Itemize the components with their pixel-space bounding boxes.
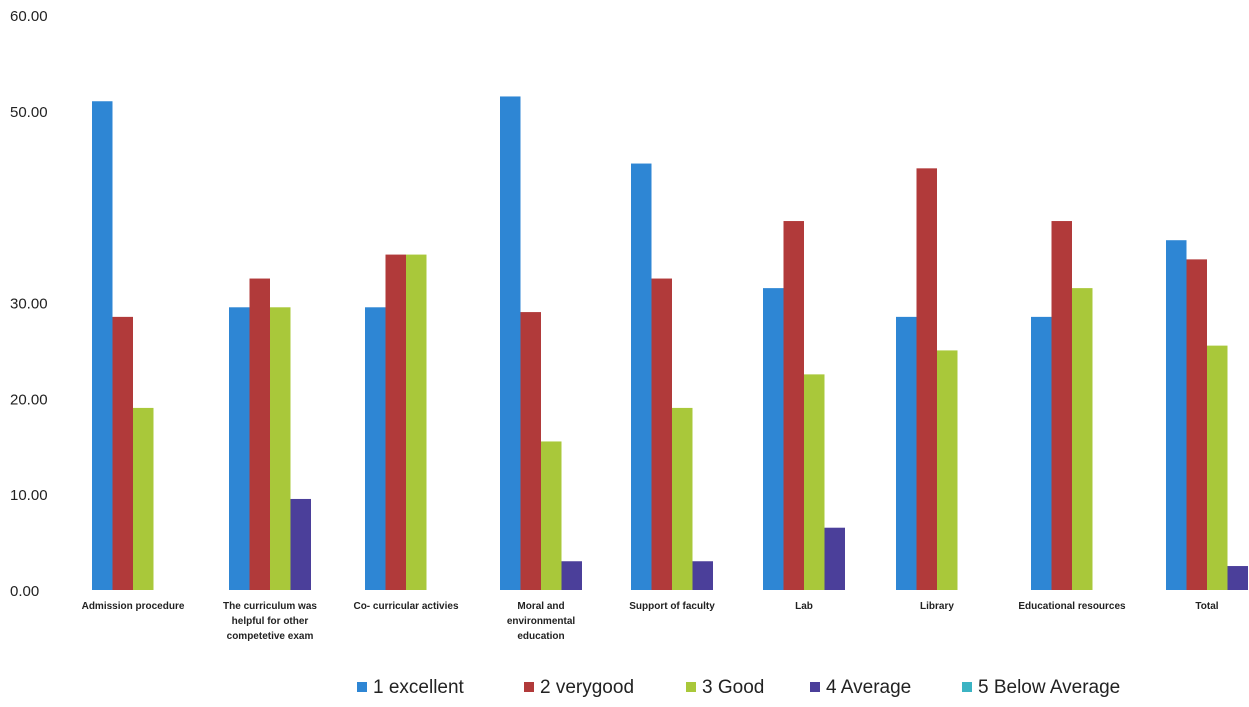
y-tick-label: 10.00	[10, 487, 48, 504]
y-tick-label: 0.00	[10, 583, 39, 600]
bar	[133, 407, 154, 590]
x-category-label: Educational resources	[1018, 601, 1126, 612]
x-category-label-line: Lab	[795, 601, 813, 612]
x-category-label: Library	[920, 601, 954, 612]
x-category-label-line: education	[517, 631, 564, 642]
legend-swatch	[962, 682, 972, 692]
bar	[631, 163, 652, 590]
bar	[541, 441, 562, 590]
bar	[937, 350, 958, 590]
bar	[290, 498, 311, 590]
bar	[1166, 240, 1187, 591]
bar	[804, 374, 825, 590]
x-category-label-line: Total	[1195, 601, 1218, 612]
bar	[365, 307, 386, 590]
x-category-label: Co- curricular activies	[353, 601, 458, 612]
legend-swatch	[686, 682, 696, 692]
bar	[763, 288, 784, 590]
bar	[692, 561, 713, 590]
x-category-label-line: Library	[920, 601, 954, 612]
bar	[651, 278, 672, 590]
x-category-label: Moral and environmental education	[507, 601, 576, 642]
bar	[783, 221, 804, 590]
x-category-label-line: Co- curricular activies	[353, 601, 458, 612]
bar	[112, 316, 133, 590]
legend-label: 3 Good	[702, 677, 764, 698]
legend-label: 2 verygood	[540, 677, 634, 698]
bar	[520, 312, 541, 590]
bar	[1186, 259, 1207, 590]
bar	[500, 96, 521, 590]
bar	[270, 307, 291, 590]
legend-label: 4 Average	[826, 677, 911, 698]
x-category-label-line: competetive exam	[227, 631, 314, 642]
x-category-label-line: The curriculum was	[223, 601, 317, 612]
bar	[1072, 288, 1093, 590]
y-tick-label: 60.00	[10, 8, 48, 25]
x-category-label-line: Moral and	[517, 601, 564, 612]
bar	[672, 407, 693, 590]
x-category-label-line: environmental	[507, 616, 576, 627]
y-axis-ticks: 0.00 10.00 20.00 30.00 50.00 60.00	[10, 8, 48, 600]
x-category-label: Total	[1195, 601, 1218, 612]
legend: 1 excellent 2 verygood 3 Good 4 Average 5 Be…	[357, 677, 1120, 698]
x-category-label-line: Educational resources	[1018, 601, 1126, 612]
y-tick-label: 50.00	[10, 104, 48, 121]
y-tick-label: 20.00	[10, 391, 48, 408]
x-category-label: Support of faculty	[629, 601, 715, 612]
legend-label: 5 Below Average	[978, 677, 1120, 698]
bar	[1051, 221, 1072, 590]
bar	[249, 278, 270, 590]
x-category-label-line: Admission procedure	[82, 601, 185, 612]
legend-swatch	[357, 682, 367, 692]
x-category-label: Lab	[795, 601, 813, 612]
bar	[1031, 316, 1052, 590]
x-axis-labels: Admission procedure The curriculum was hel…	[82, 601, 1219, 642]
bar	[92, 101, 113, 590]
bar	[824, 527, 845, 590]
bar	[561, 561, 582, 590]
y-tick-label: 30.00	[10, 296, 48, 313]
bar	[1207, 345, 1228, 590]
x-category-label-line: helpful for other	[232, 616, 309, 627]
legend-label: 1 excellent	[373, 677, 465, 698]
bar	[896, 316, 917, 590]
bar	[406, 254, 427, 591]
bar	[916, 168, 937, 591]
legend-swatch	[524, 682, 534, 692]
bar	[385, 254, 406, 591]
x-category-label-line: Support of faculty	[629, 601, 715, 612]
x-category-label: Admission procedure	[82, 601, 185, 612]
bars	[92, 96, 1248, 591]
bar	[1227, 566, 1248, 590]
legend-swatch	[810, 682, 820, 692]
x-category-label: The curriculum was helpful for other compe…	[223, 601, 317, 642]
bar	[229, 307, 250, 590]
